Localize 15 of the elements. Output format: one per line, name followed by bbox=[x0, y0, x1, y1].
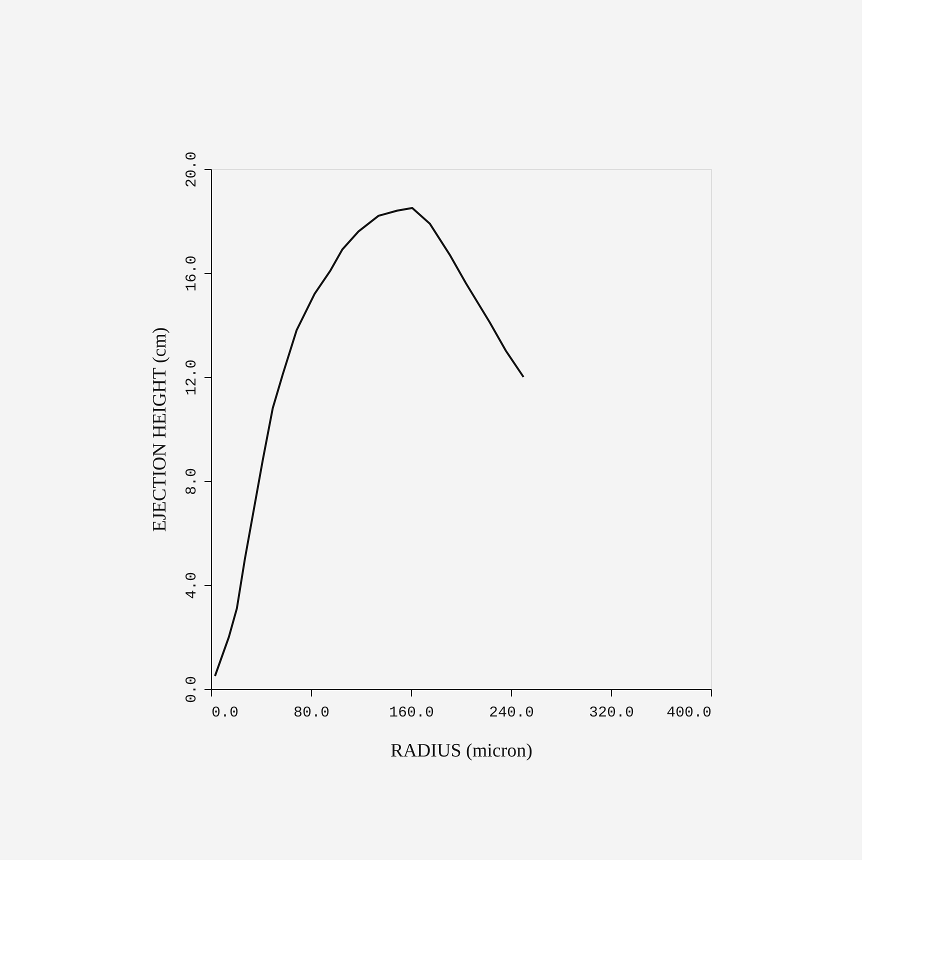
x-tick-label: 0.0 bbox=[212, 704, 239, 722]
y-tick-label: 16.0 bbox=[184, 255, 200, 292]
x-tick-label: 160.0 bbox=[388, 704, 434, 722]
line-series bbox=[214, 207, 524, 677]
x-tick-label: 240.0 bbox=[488, 704, 534, 722]
y-tick-label: 8.0 bbox=[184, 468, 200, 496]
y-tick-label: 12.0 bbox=[184, 359, 200, 396]
x-tick-label: 400.0 bbox=[666, 704, 712, 722]
x-axis-title: RADIUS (micron) bbox=[390, 740, 532, 762]
y-axis-title: EJECTION HEIGHT (cm) bbox=[150, 327, 170, 532]
y-tick-label: 0.0 bbox=[184, 676, 200, 704]
x-tick-label: 80.0 bbox=[293, 704, 330, 722]
x-tick-label: 320.0 bbox=[588, 704, 634, 722]
y-tick-label: 4.0 bbox=[184, 572, 200, 600]
y-tick-label: 20.0 bbox=[184, 151, 200, 188]
